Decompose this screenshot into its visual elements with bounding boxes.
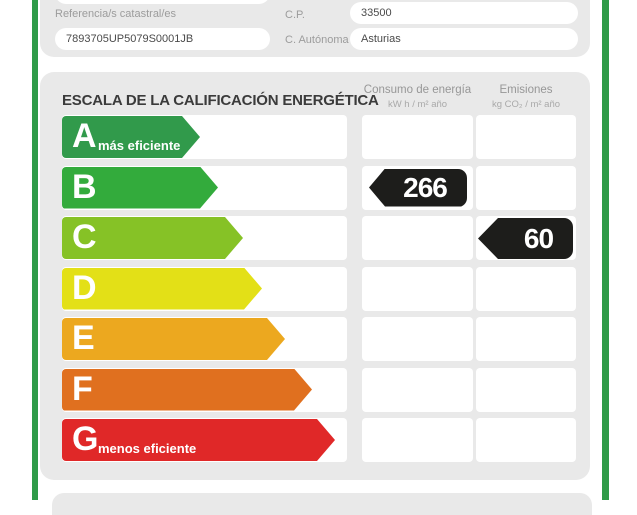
consumo-header-label: Consumo de energía	[363, 84, 472, 96]
consumo-cell	[362, 266, 473, 311]
consumo-column-header: Consumo de energía kW h / m² año	[362, 84, 473, 110]
emisiones-header-label: Emisiones	[499, 84, 553, 96]
rating-row-e: E	[40, 317, 590, 361]
reference-input-top[interactable]	[55, 0, 270, 4]
rating-row-d: D	[40, 266, 590, 311]
emisiones-column-header: Emisiones kg CO₂ / m² año	[476, 84, 576, 110]
page-border-right	[602, 0, 609, 500]
rating-arrow-b: B	[62, 167, 218, 209]
emisiones-cell	[476, 317, 576, 361]
postal-code-label: C.P.	[285, 9, 305, 21]
emisiones-cell	[476, 418, 576, 462]
reference-label: Referencia/s catastral/es	[55, 8, 177, 20]
consumo-cell	[362, 317, 473, 361]
rating-letter: D	[72, 268, 97, 307]
rating-letter: A	[72, 116, 97, 155]
autonomous-community-label: C. Autónoma	[285, 34, 349, 46]
rating-row-g: G menos eficiente	[40, 418, 590, 462]
rating-letter: E	[72, 318, 95, 357]
consumo-value: 266	[403, 171, 448, 203]
rating-arrow-c: C	[62, 217, 243, 259]
rating-letter: G	[72, 419, 99, 458]
rating-letter: F	[72, 369, 93, 408]
emisiones-cell	[476, 165, 576, 210]
rating-arrow-f: F	[62, 369, 312, 411]
emisiones-unit-label: kg CO₂ / m² año	[491, 99, 561, 110]
next-section-card-edge	[52, 493, 592, 515]
rating-arrow-a: A más eficiente	[62, 116, 200, 158]
rating-arrow-e: E	[62, 318, 285, 360]
rating-note: más eficiente	[98, 138, 181, 153]
rating-arrow-d: D	[62, 268, 262, 310]
rating-letter: C	[72, 217, 97, 256]
rating-row-a: A más eficiente	[40, 115, 590, 159]
cadastral-form-card: Referencia/s catastral/es C.P. C. Autóno…	[40, 0, 590, 57]
consumo-cell	[362, 216, 473, 260]
reference-input[interactable]	[55, 28, 270, 50]
consumo-cell	[362, 367, 473, 412]
postal-code-input[interactable]	[350, 2, 578, 24]
rating-letter: B	[72, 167, 97, 206]
autonomous-community-input[interactable]	[350, 28, 578, 50]
rating-arrow-g: G menos eficiente	[62, 419, 335, 461]
consumo-unit-label: kW h / m² año	[387, 99, 448, 110]
consumo-cell	[362, 418, 473, 462]
emisiones-value-marker: 60	[478, 218, 573, 259]
rating-row-b: B 266	[40, 165, 590, 210]
consumo-value-marker: 266	[369, 168, 467, 207]
emisiones-cell	[476, 266, 576, 311]
emisiones-value: 60	[523, 222, 554, 254]
emisiones-cell	[476, 367, 576, 412]
consumo-cell	[362, 115, 473, 159]
scale-title: ESCALA DE LA CALIFICACIÓN ENERGÉTICA	[62, 92, 379, 109]
rating-note: menos eficiente	[98, 441, 197, 456]
page-border-left	[32, 0, 38, 500]
rating-row-f: F	[40, 367, 590, 412]
rating-row-c: C 60	[40, 216, 590, 260]
emisiones-cell	[476, 115, 576, 159]
energy-scale-card: ESCALA DE LA CALIFICACIÓN ENERGÉTICA Con…	[40, 72, 590, 480]
